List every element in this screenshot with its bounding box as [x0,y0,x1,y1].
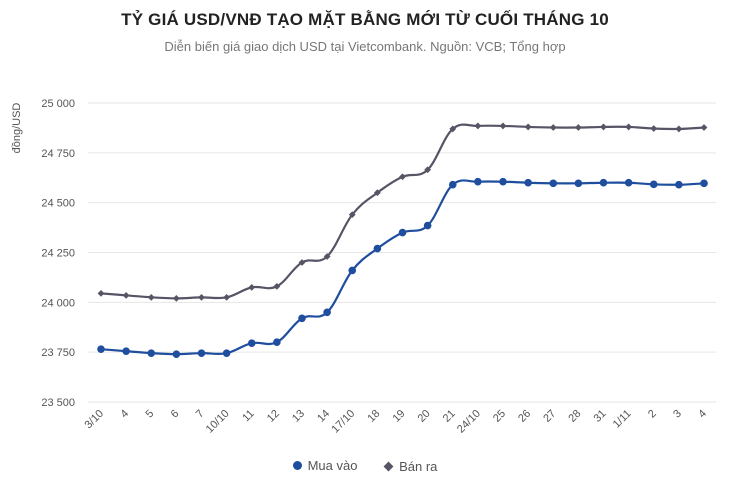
data-point [474,177,482,186]
data-point [122,347,130,355]
data-point [399,173,406,181]
series-line-1 [100,179,705,356]
data-point [348,211,356,219]
x-tick-label: 1/11 [611,408,634,431]
data-point [675,180,683,189]
x-tick-label: 10/10 [204,408,232,436]
y-tick-label: 24 500 [41,198,75,210]
y-tick-label: 25 000 [41,98,75,110]
data-point [474,122,482,130]
x-tick-label: 3/10 [82,408,106,432]
data-point [600,123,607,131]
y-tick-label: 23 750 [41,347,75,359]
x-tick-label: 5 [144,408,157,421]
legend-item-ban-ra: Bán ra [383,459,438,474]
data-point [398,228,407,237]
x-tick-label: 13 [290,408,307,425]
data-point [524,178,532,187]
x-tick-label: 18 [365,408,382,425]
data-point [273,338,281,347]
y-axis-label: đồng/USD [11,103,23,154]
data-point [524,123,532,131]
data-point [650,125,658,132]
x-tick-label: 19 [390,408,407,425]
legend: Mua vào Bán ra [0,458,730,474]
y-axis-ticks: 23 500 23 750 24 000 24 250 24 500 24 750 25 0… [41,98,75,409]
data-point [273,282,281,290]
data-point [198,293,205,301]
legend-label: Mua vào [307,458,358,473]
data-point [97,345,105,353]
y-tick-label: 23 500 [41,397,75,409]
data-point [574,124,582,131]
x-tick-label: 12 [265,408,282,425]
data-point [223,293,231,301]
chart-title: TỶ GIÁ USD/VNĐ TẠO MẶT BẰNG MỚI TỪ CUỐI … [121,10,609,29]
x-tick-label: 4 [696,408,709,421]
gridlines [88,102,716,403]
x-tick-label: 2 [646,408,659,421]
data-point [599,178,608,187]
data-point [499,122,507,130]
data-point [172,350,181,358]
series-group [97,122,708,358]
data-point [700,179,708,188]
data-point [449,125,457,133]
x-tick-label: 7 [194,408,207,421]
x-tick-label: 11 [240,408,257,425]
y-tick-label: 24 750 [41,148,75,160]
chart-subtitle: Diễn biến giá giao dịch USD tại Vietcomb… [164,39,566,54]
data-point [549,124,557,131]
data-point [373,189,381,197]
x-tick-label: 14 [315,408,332,425]
legend-label: Bán ra [399,459,438,474]
data-point [248,283,256,291]
x-tick-label: 31 [591,408,608,425]
y-tick-label: 24 250 [41,248,75,260]
series-line-2 [100,123,705,300]
x-tick-label: 4 [118,408,131,421]
data-point [624,178,633,187]
x-tick-label: 21 [441,408,458,425]
data-point [247,339,256,347]
x-tick-label: 28 [566,408,583,425]
x-tick-label: 3 [671,408,684,421]
data-point [97,289,105,297]
data-point [298,314,306,323]
data-point [323,253,331,260]
y-tick-label: 24 000 [41,297,75,309]
data-point [122,291,130,299]
data-point [147,293,155,301]
data-point [197,349,206,357]
data-point [423,221,432,230]
data-point [448,180,457,189]
data-point [424,166,432,174]
data-point [625,123,633,131]
data-point [499,177,507,186]
x-tick-label: 26 [516,408,533,425]
x-tick-label: 25 [491,408,508,425]
data-point [323,308,331,317]
data-point [298,259,306,266]
data-point [649,180,658,189]
x-tick-label: 20 [416,408,433,425]
x-tick-label: 17/10 [329,408,357,436]
circle-marker-icon [292,461,302,470]
data-point [348,266,357,275]
x-tick-label: 24/10 [455,408,483,436]
data-point [700,124,708,131]
diamond-marker-icon [383,461,394,472]
data-point [172,294,180,302]
legend-item-mua-vao: Mua vào [292,458,358,473]
data-point [222,349,231,357]
data-point [574,179,583,188]
data-point [147,349,156,357]
data-point [373,244,382,253]
data-point [549,179,558,188]
data-point [675,125,683,133]
x-tick-label: 6 [169,408,182,421]
x-tick-label: 27 [541,408,558,425]
